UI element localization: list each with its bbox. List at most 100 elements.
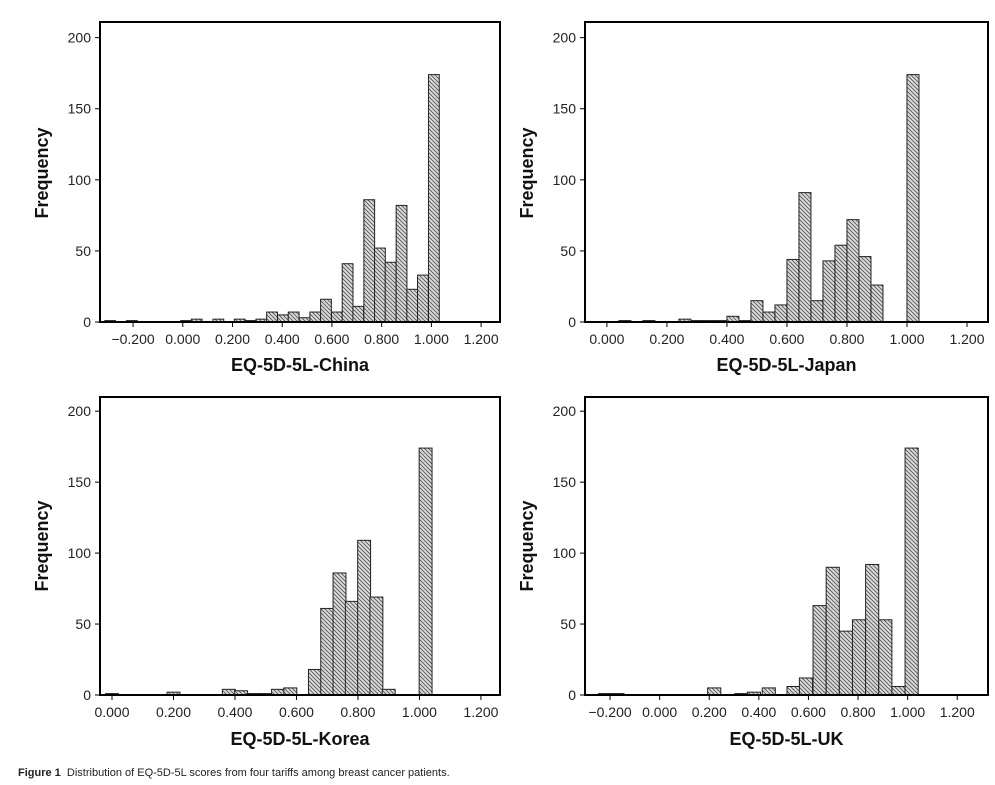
- x-tick-label: 0.400: [741, 704, 776, 720]
- x-axis-title: EQ-5D-5L-China: [231, 355, 370, 375]
- histogram-bar: [331, 311, 343, 323]
- y-axis-title: Frequency: [517, 127, 537, 218]
- histogram-bar: [344, 600, 359, 696]
- histogram-bar: [320, 607, 335, 696]
- histogram-bar: [812, 605, 827, 696]
- histogram-panel-1: 0 50 100 150 200 −0.200 0.000 0.200 0.400 0.600 0.…: [32, 21, 501, 375]
- histogram-bar: [774, 304, 788, 323]
- plot-frame: [584, 396, 989, 696]
- y-tick-label: 150: [68, 474, 92, 490]
- y-axis-title: Frequency: [32, 127, 52, 218]
- histogram-bar: [761, 687, 776, 696]
- histogram-bar: [309, 311, 322, 323]
- caption-label: Figure 1: [18, 767, 61, 779]
- histogram-bar: [363, 199, 376, 323]
- histogram-bar: [332, 572, 347, 696]
- histogram-bar: [786, 685, 801, 696]
- y-tick-label: 0: [568, 314, 576, 330]
- x-tick-label: 1.000: [402, 704, 437, 720]
- x-tick-label: 1.200: [949, 331, 984, 347]
- histogram-bar: [266, 311, 278, 323]
- x-tick-label: 0.800: [340, 704, 375, 720]
- x-axis-title: EQ-5D-5L-Korea: [230, 729, 370, 749]
- y-tick-label: 200: [68, 403, 92, 419]
- x-tick-label: 0.600: [314, 331, 349, 347]
- y-tick-label: 0: [568, 687, 576, 703]
- histogram-bar: [822, 260, 836, 323]
- y-tick-label: 200: [553, 403, 577, 419]
- x-tick-label: 0.400: [709, 331, 744, 347]
- x-tick-label: −0.200: [588, 704, 631, 720]
- histogram-bar: [750, 300, 764, 323]
- histogram-bar: [707, 687, 722, 696]
- x-tick-label: 1.000: [414, 331, 449, 347]
- y-tick-label: 50: [560, 616, 576, 632]
- x-tick-label: 0.000: [165, 331, 200, 347]
- histogram-bar: [283, 687, 298, 696]
- y-tick-label: 0: [83, 687, 91, 703]
- x-tick-label: −0.200: [111, 331, 154, 347]
- y-tick-label: 100: [68, 545, 92, 561]
- plot-frame: [99, 396, 501, 696]
- y-tick-label: 50: [560, 243, 576, 259]
- x-tick-label: 0.600: [791, 704, 826, 720]
- figure-caption: Figure 1 Distribution of EQ-5D-5L scores…: [18, 767, 450, 779]
- x-tick-label: 0.800: [364, 331, 399, 347]
- y-tick-label: 150: [553, 474, 577, 490]
- histogram-bar: [341, 263, 354, 323]
- histogram-panel-2: 0 50 100 150 200 0.000 0.200 0.400 0.600 0.800 1.0…: [517, 21, 989, 375]
- histogram-bar: [418, 447, 433, 696]
- x-tick-label: 0.400: [265, 331, 300, 347]
- histogram-bar: [417, 274, 429, 323]
- y-tick-label: 100: [68, 172, 92, 188]
- histogram-panel-4: 0 50 100 150 200 −0.200 0.000 0.200 0.400 0.600 0.…: [517, 396, 989, 749]
- histogram-bar: [906, 74, 920, 323]
- y-tick-label: 50: [75, 616, 91, 632]
- histogram-bar: [307, 668, 322, 696]
- x-tick-label: 0.000: [589, 331, 624, 347]
- histogram-bar: [427, 74, 440, 323]
- histogram-bar: [384, 261, 397, 323]
- histogram-bar: [834, 244, 848, 323]
- y-tick-label: 50: [75, 243, 91, 259]
- x-tick-label: 1.000: [889, 331, 924, 347]
- histogram-bar: [786, 258, 800, 323]
- histogram-bar: [904, 447, 919, 696]
- x-tick-label: 0.600: [769, 331, 804, 347]
- x-tick-label: 1.000: [890, 704, 925, 720]
- histogram-bar: [287, 311, 300, 323]
- y-axis-title: Frequency: [517, 500, 537, 591]
- y-tick-label: 200: [68, 30, 92, 46]
- histogram-bar: [374, 247, 386, 323]
- x-tick-label: 0.000: [642, 704, 677, 720]
- x-tick-label: 0.400: [217, 704, 252, 720]
- x-tick-label: 1.200: [464, 331, 499, 347]
- histogram-bar: [798, 192, 812, 323]
- histogram-bar: [838, 630, 853, 696]
- y-tick-label: 100: [553, 172, 577, 188]
- histogram-bar: [846, 219, 860, 323]
- histogram-bar: [878, 619, 893, 696]
- histogram-bar: [870, 284, 884, 323]
- histogram-bar: [851, 619, 867, 696]
- histogram-bar: [858, 256, 872, 323]
- histogram-bar: [320, 298, 332, 323]
- histogram-bar: [825, 566, 840, 696]
- histogram-bar: [406, 288, 419, 323]
- x-tick-label: 0.200: [692, 704, 727, 720]
- y-tick-label: 200: [553, 30, 577, 46]
- y-axis-title: Frequency: [32, 500, 52, 591]
- caption-text: Distribution of EQ-5D-5L scores from fou…: [66, 767, 450, 779]
- x-tick-label: 0.000: [94, 704, 129, 720]
- x-axis-title: EQ-5D-5L-UK: [729, 729, 843, 749]
- histogram-bar: [798, 677, 814, 696]
- y-tick-label: 0: [83, 314, 91, 330]
- histogram-bar: [395, 204, 408, 323]
- x-tick-label: 1.200: [463, 704, 498, 720]
- histogram-bar: [762, 311, 776, 323]
- x-tick-label: 0.200: [156, 704, 191, 720]
- x-tick-label: 0.800: [841, 704, 876, 720]
- histogram-bar: [865, 563, 880, 696]
- plot-frame: [99, 21, 501, 323]
- histogram-bar: [369, 596, 384, 696]
